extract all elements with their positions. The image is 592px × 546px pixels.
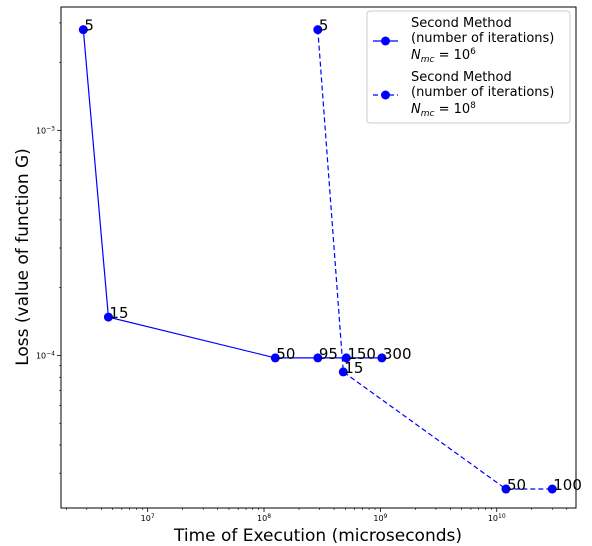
- series-1-point: [341, 353, 351, 363]
- x-axis-title: Time of Execution (microseconds): [173, 526, 462, 546]
- legend: Second Method(number of iterations)Nmc =…: [366, 10, 571, 124]
- series-2-line: [317, 29, 553, 490]
- series-1-point: [78, 25, 88, 35]
- series-2-point: [338, 367, 348, 377]
- x-axis-ticks: 107 108 109 1010: [66, 508, 568, 523]
- series-1-point: [270, 353, 280, 363]
- series-2-point-label: 15: [344, 359, 363, 377]
- series-2-point-label: 50: [507, 476, 526, 494]
- series-2-point: [313, 25, 323, 35]
- legend-series-1-text: Second Method: [411, 16, 512, 31]
- x-tick-label: 1010: [488, 513, 506, 523]
- series-1-point-label: 50: [276, 345, 295, 363]
- legend-series-2-formula: Nmc = 108: [411, 101, 476, 119]
- y-tick-label: 10−4: [36, 350, 55, 360]
- x-tick-label: 108: [257, 513, 271, 523]
- y-axis-ticks: 10−4 10−3: [36, 22, 61, 474]
- x-tick-label: 107: [141, 513, 155, 523]
- series-1-point: [313, 353, 323, 363]
- legend-series-1-marker: [381, 36, 390, 46]
- series-1-line: [82, 29, 382, 359]
- legend-series-2-text: (number of iterations): [411, 85, 554, 100]
- series-1-point-label: 150: [347, 345, 376, 363]
- y-axis-title: Loss (value of function G): [13, 148, 33, 366]
- legend-series-2-text: Second Method: [411, 70, 512, 85]
- series-2-point-label: 100: [553, 476, 582, 494]
- series-1-point: [377, 353, 387, 363]
- legend-series-1-formula: Nmc = 106: [411, 47, 476, 65]
- y-tick-label: 10−3: [36, 125, 55, 135]
- legend-series-2-marker: [381, 90, 390, 100]
- series-1-point-label: 5: [84, 17, 94, 35]
- series-2-point: [501, 484, 511, 494]
- series-2-point: [547, 484, 557, 494]
- legend-frame: [366, 10, 571, 124]
- series-1-point-label: 300: [383, 345, 412, 363]
- data-labels: 5 15 50 95 150 300 5 15 50 100: [84, 17, 582, 494]
- series-2-point-label: 5: [319, 17, 329, 35]
- series-1-point: [103, 312, 113, 322]
- series-1-point-label: 15: [109, 304, 128, 322]
- series-layer: [78, 25, 557, 494]
- legend-series-1-text: (number of iterations): [411, 31, 554, 46]
- series-1-point-label: 95: [319, 345, 338, 363]
- x-tick-label: 109: [373, 513, 387, 523]
